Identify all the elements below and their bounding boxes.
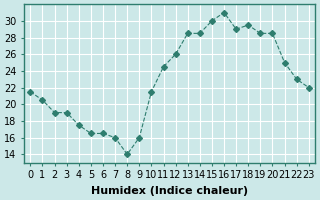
X-axis label: Humidex (Indice chaleur): Humidex (Indice chaleur) <box>91 186 248 196</box>
